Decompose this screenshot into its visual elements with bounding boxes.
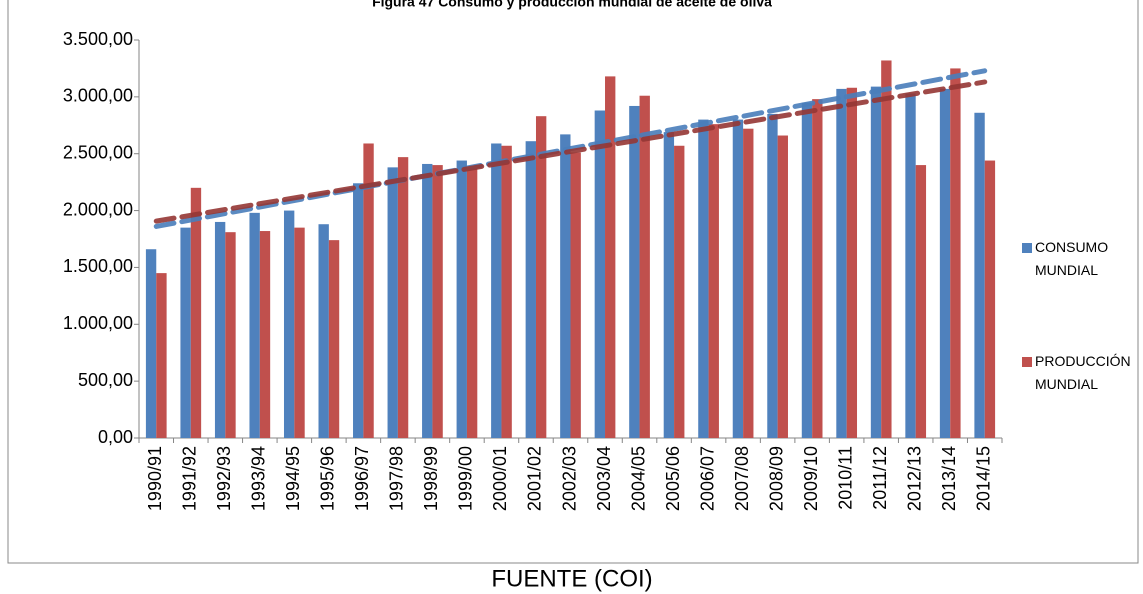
x-tick-label: 2006/07 [697,446,717,511]
x-tick-label: 1997/98 [387,446,407,511]
bar [214,221,226,438]
x-tick-label: 2000/01 [490,446,510,511]
x-tick-label: 2003/04 [594,446,614,511]
x-tick-label: 1999/00 [456,446,476,511]
x-tick-label: 1994/95 [283,446,303,511]
bar [501,145,512,439]
bar [180,227,191,438]
trend-line [153,79,988,224]
y-tick-label: 3.000,00 [63,86,133,106]
bar [708,124,719,439]
y-tick-label: 500,00 [78,370,133,390]
bar [663,132,675,438]
bar [570,152,581,438]
trend-line [153,68,988,229]
bar [156,273,167,438]
bar [836,88,847,438]
bar [491,143,502,439]
bar [422,163,433,438]
x-tick-label: 1993/94 [249,446,269,511]
source-note: FUENTE (COI) [491,565,652,592]
x-tick-label: 2004/05 [628,446,648,511]
x-tick-label: 2012/13 [904,446,924,511]
x-tick-label: 1995/96 [318,446,338,511]
y-tick-label: 0,00 [98,427,133,447]
bar [594,110,606,438]
x-tick-label: 2002/03 [559,446,579,511]
bar [525,141,536,438]
bar [560,134,571,438]
x-tick-label: 1990/91 [145,446,165,511]
legend-swatch [1022,243,1032,253]
bar [905,93,916,439]
bar [466,168,478,439]
x-tick-label: 2013/14 [939,446,959,511]
bar [294,227,305,438]
legend-label: PRODUCCIÓN MUNDIAL [1035,353,1131,392]
bar [915,165,927,439]
bar [698,119,709,438]
x-tick-label: 2005/06 [663,446,683,511]
bar [639,95,650,438]
x-tick-label: 2008/09 [766,446,786,511]
bar [387,167,398,439]
bar [605,76,616,438]
chart-title: Figura 47 Consumo y producción mundial d… [372,0,772,10]
bar [846,87,858,438]
x-tick-label: 1998/99 [421,446,441,511]
bar [353,183,364,438]
bar [732,119,744,438]
bar [881,60,892,439]
bar [870,86,882,438]
bar [397,157,409,438]
bar [456,160,467,438]
bar [950,68,961,438]
bar [535,116,547,438]
bar [777,135,788,438]
bar [812,99,823,438]
bar [249,212,260,438]
bar [145,249,157,438]
bar [629,105,640,438]
legend-label: CONSUMO MUNDIAL [1035,239,1108,278]
x-tick-label: 1992/93 [214,446,234,511]
bar [225,232,236,438]
x-tick-label: 2011/12 [870,446,890,510]
y-tick-label: 1.500,00 [63,256,133,276]
y-tick-label: 2.500,00 [63,142,133,162]
bar [743,128,754,438]
bar [767,113,778,439]
bar [432,165,443,439]
x-tick-label: 2010/11 [835,446,855,510]
bar [974,112,985,438]
legend-swatch [1022,357,1032,367]
x-tick-label: 1996/97 [352,446,372,511]
x-tick-label: 2007/08 [732,446,752,511]
bar [283,210,295,438]
bar [939,88,951,438]
x-tick-label: 2001/02 [525,446,545,511]
y-tick-label: 3.500,00 [63,29,133,49]
bar [190,187,202,438]
bar [318,224,329,438]
y-tick-label: 1.000,00 [63,313,133,333]
bar [801,102,813,439]
bar [674,145,685,439]
bar [363,143,374,439]
bar [328,240,340,438]
x-tick-label: 2009/10 [801,446,821,511]
x-tick-label: 2014/15 [973,446,993,511]
y-tick-label: 2.000,00 [63,199,133,219]
x-tick-label: 1991/92 [180,446,200,511]
bar [259,231,271,438]
bar [984,160,996,438]
